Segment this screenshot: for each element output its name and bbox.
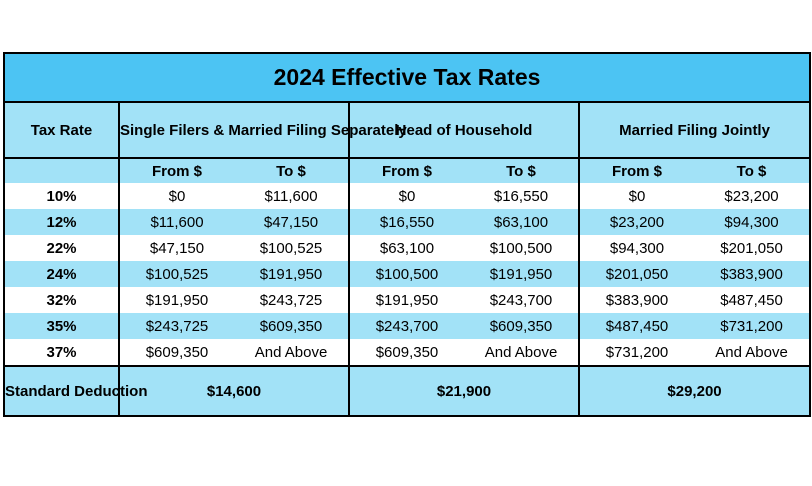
table-title: 2024 Effective Tax Rates — [2, 52, 812, 103]
hoh-from-cell: $16,550 — [348, 209, 464, 235]
single-from-cell: $100,525 — [118, 261, 234, 287]
table-row: 10% $0 $11,600 $0 $16,550 $0 $23,200 — [3, 183, 812, 209]
mfj-to-cell: $23,200 — [694, 183, 812, 209]
hoh-from-cell: $100,500 — [348, 261, 464, 287]
mfj-from-cell: $201,050 — [578, 261, 694, 287]
single-from-cell: $0 — [118, 183, 234, 209]
mfj-deduction-value: $29,200 — [577, 365, 812, 417]
mfj-from-cell: $731,200 — [578, 339, 694, 366]
mfj-from-cell: $23,200 — [578, 209, 694, 235]
table-row: 37% $609,350 And Above $609,350 And Abov… — [3, 339, 812, 366]
single-to-cell: $243,725 — [234, 287, 349, 313]
single-from-header: From $ — [118, 158, 234, 183]
married-jointly-header: Married Filing Jointly — [577, 102, 812, 159]
single-to-cell: $11,600 — [234, 183, 349, 209]
standard-deduction-row: Standard Deduction $14,600 $21,900 $29,2… — [3, 365, 812, 417]
mfj-to-cell: $487,450 — [694, 287, 812, 313]
table-row: 22% $47,150 $100,525 $63,100 $100,500 $9… — [3, 235, 812, 261]
hoh-from-cell: $243,700 — [348, 313, 464, 339]
mfj-to-cell: And Above — [694, 339, 812, 366]
mfj-to-cell: $383,900 — [694, 261, 812, 287]
rate-cell: 12% — [3, 209, 119, 235]
rate-cell: 10% — [3, 183, 119, 209]
table-row: 12% $11,600 $47,150 $16,550 $63,100 $23,… — [3, 209, 812, 235]
hoh-to-cell: $243,700 — [464, 287, 579, 313]
mfj-from-cell: $0 — [578, 183, 694, 209]
standard-deduction-label: Standard Deduction — [3, 365, 148, 417]
rate-cell: 35% — [3, 313, 119, 339]
mfj-to-cell: $731,200 — [694, 313, 812, 339]
single-from-cell: $609,350 — [118, 339, 234, 366]
table-row: 32% $191,950 $243,725 $191,950 $243,700 … — [3, 287, 812, 313]
hoh-from-cell: $191,950 — [348, 287, 464, 313]
hoh-to-cell: $609,350 — [464, 313, 579, 339]
hoh-deduction-value: $21,900 — [348, 365, 579, 417]
mfj-to-header: To $ — [694, 158, 812, 183]
title-row: 2024 Effective Tax Rates — [2, 52, 812, 103]
single-deduction-value: $14,600 — [118, 365, 349, 417]
single-from-cell: $11,600 — [118, 209, 234, 235]
tax-rates-table: 2024 Effective Tax Rates Tax Rate Single… — [2, 52, 812, 417]
rate-cell: 24% — [3, 261, 119, 287]
single-filers-header: Single Filers & Married Filing Separatel… — [118, 102, 407, 159]
single-from-cell: $243,725 — [118, 313, 234, 339]
hoh-to-header: To $ — [464, 158, 579, 183]
rate-subheader-blank — [3, 158, 119, 183]
header-row: Tax Rate Single Filers & Married Filing … — [3, 102, 812, 159]
single-to-cell: $609,350 — [234, 313, 349, 339]
mfj-to-cell: $201,050 — [694, 235, 812, 261]
single-to-cell: $100,525 — [234, 235, 349, 261]
subheader-row: From $ To $ From $ To $ From $ To $ — [3, 158, 812, 183]
hoh-to-cell: And Above — [464, 339, 579, 366]
mfj-from-cell: $94,300 — [578, 235, 694, 261]
hoh-from-cell: $0 — [348, 183, 464, 209]
hoh-to-cell: $100,500 — [464, 235, 579, 261]
hoh-to-cell: $16,550 — [464, 183, 579, 209]
hoh-from-header: From $ — [348, 158, 464, 183]
single-from-cell: $47,150 — [118, 235, 234, 261]
hoh-to-cell: $191,950 — [464, 261, 579, 287]
single-to-cell: $47,150 — [234, 209, 349, 235]
table-row: 35% $243,725 $609,350 $243,700 $609,350 … — [3, 313, 812, 339]
mfj-to-cell: $94,300 — [694, 209, 812, 235]
rate-cell: 22% — [3, 235, 119, 261]
mfj-from-header: From $ — [578, 158, 694, 183]
single-to-cell: $191,950 — [234, 261, 349, 287]
mfj-from-cell: $487,450 — [578, 313, 694, 339]
single-from-cell: $191,950 — [118, 287, 234, 313]
single-to-cell: And Above — [234, 339, 349, 366]
single-to-header: To $ — [234, 158, 349, 183]
hoh-from-cell: $63,100 — [348, 235, 464, 261]
rate-cell: 32% — [3, 287, 119, 313]
hoh-from-cell: $609,350 — [348, 339, 464, 366]
table-row: 24% $100,525 $191,950 $100,500 $191,950 … — [3, 261, 812, 287]
rate-cell: 37% — [3, 339, 119, 366]
tax-rate-header: Tax Rate — [3, 102, 119, 159]
head-of-household-header: Head of Household — [348, 102, 579, 159]
hoh-to-cell: $63,100 — [464, 209, 579, 235]
mfj-from-cell: $383,900 — [578, 287, 694, 313]
